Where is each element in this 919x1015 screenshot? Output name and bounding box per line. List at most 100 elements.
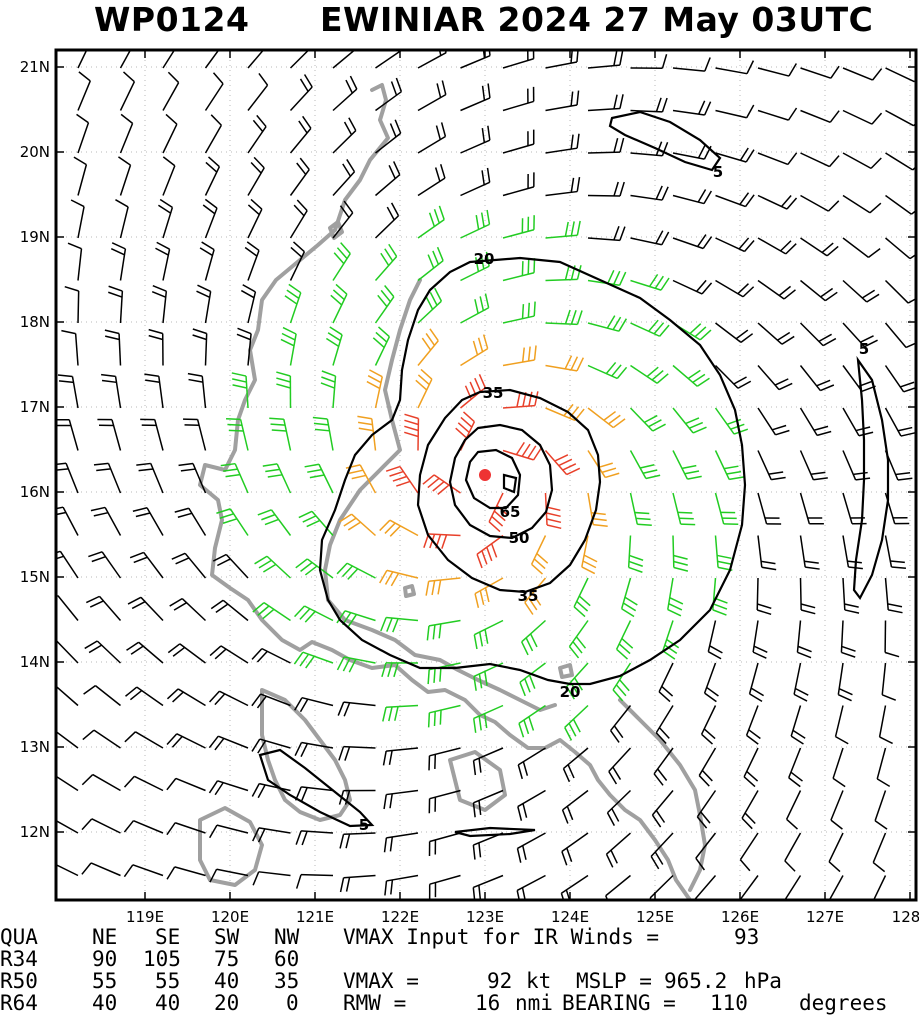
row-label-r34: R34 xyxy=(0,948,38,970)
contour-label-20: 20 xyxy=(560,683,581,701)
r50-ne: 55 xyxy=(92,970,117,992)
barb-feather xyxy=(523,304,524,319)
lon-label: 120E xyxy=(211,908,249,926)
barb-feather xyxy=(269,418,284,419)
row-label-r64: R64 xyxy=(0,992,38,1014)
r50-sw: 40 xyxy=(214,970,239,992)
barb-feather xyxy=(41,729,53,738)
barb-feather xyxy=(306,33,313,46)
barb-feather xyxy=(635,513,650,514)
lon-label: 122E xyxy=(381,908,419,926)
barb-staff xyxy=(301,875,333,876)
barb-feather xyxy=(679,518,694,519)
barb-feather xyxy=(534,302,535,317)
barb-feather xyxy=(428,670,429,685)
barb-staff xyxy=(757,578,758,610)
bearing-value: 110 xyxy=(710,992,748,1014)
barb-feather xyxy=(434,711,435,726)
r64-se: 40 xyxy=(155,992,180,1014)
mslp-label: MSLP = xyxy=(576,970,652,992)
header-sw: SW xyxy=(214,926,239,948)
contour-label-65: 65 xyxy=(500,503,521,521)
bearing-label: BEARING = xyxy=(562,992,676,1014)
barb-staff xyxy=(673,536,674,568)
barb-feather xyxy=(261,32,269,44)
mslp-unit: hPa xyxy=(744,970,782,992)
barb-feather xyxy=(872,904,883,914)
contour-label-5: 5 xyxy=(859,340,869,358)
lat-label: 16N xyxy=(20,483,50,501)
rmw-label: RMW = xyxy=(343,992,406,1014)
barb-feather xyxy=(43,640,56,647)
barb-feather xyxy=(40,861,50,872)
header-qua: QUA xyxy=(0,926,38,948)
storm-center-dot xyxy=(479,469,491,481)
lon-label: 128 xyxy=(892,908,919,926)
lat-label: 13N xyxy=(20,738,50,756)
contour-label-5: 5 xyxy=(713,163,723,181)
r50-se: 55 xyxy=(155,970,180,992)
header-nw: NW xyxy=(274,926,299,948)
barb-feather xyxy=(226,419,241,420)
rmw-unit: nmi xyxy=(515,992,553,1014)
lon-label: 123E xyxy=(466,908,504,926)
barb-staff xyxy=(588,152,620,153)
lat-label: 19N xyxy=(20,228,50,246)
lat-label: 15N xyxy=(20,568,50,586)
barb-staff xyxy=(78,291,79,323)
barb-feather xyxy=(397,36,402,50)
vmax-label: VMAX = xyxy=(343,970,419,992)
barb-feather xyxy=(440,710,441,725)
lat-label: 18N xyxy=(20,313,50,331)
lat-label: 21N xyxy=(20,58,50,76)
barb-feather xyxy=(434,668,435,683)
r64-sw: 20 xyxy=(214,992,239,1014)
lon-label: 126E xyxy=(721,908,759,926)
vmax-value: 92 xyxy=(487,970,512,992)
barb-feather xyxy=(528,303,529,318)
barb-feather xyxy=(429,713,430,728)
header-se: SE xyxy=(155,926,180,948)
r64-nw: 0 xyxy=(286,992,299,1014)
lon-label: 125E xyxy=(636,908,674,926)
barb-staff xyxy=(588,196,620,197)
barb-feather xyxy=(681,524,696,525)
header-ne: NE xyxy=(92,926,117,948)
wind-radii-table: QUA NE SE SW NW R34 90 105 75 60 R50 55 … xyxy=(0,926,919,1014)
barb-feather xyxy=(271,424,286,425)
rmw-value: 16 xyxy=(475,992,500,1014)
barb-feather xyxy=(227,425,242,426)
lon-label: 121E xyxy=(296,908,334,926)
bearing-unit: degrees xyxy=(799,992,888,1014)
lat-label: 17N xyxy=(20,398,50,416)
r34-se: 105 xyxy=(143,948,181,970)
vmax-ir-label: VMAX Input for IR Winds = xyxy=(343,926,659,948)
barb-staff xyxy=(801,578,802,610)
r64-ne: 40 xyxy=(92,992,117,1014)
r34-sw: 75 xyxy=(214,948,239,970)
contour-label-5: 5 xyxy=(359,816,369,834)
row-label-r50: R50 xyxy=(0,970,38,992)
barb-feather xyxy=(783,902,793,913)
lon-label: 124E xyxy=(551,908,589,926)
mslp-value: 965.2 xyxy=(664,970,727,992)
barb-feather xyxy=(440,667,441,682)
r50-nw: 35 xyxy=(274,970,299,992)
r34-nw: 60 xyxy=(274,948,299,970)
barb-feather xyxy=(352,34,358,47)
vmax-unit: kt xyxy=(526,970,551,992)
barb-feather xyxy=(170,30,180,41)
barb-feather xyxy=(126,30,136,40)
lat-label: 14N xyxy=(20,653,50,671)
barb-feather xyxy=(678,512,693,513)
lat-label: 20N xyxy=(20,143,50,161)
vmax-ir-value: 93 xyxy=(734,926,759,948)
contour-label-35: 35 xyxy=(483,384,504,402)
r34-ne: 90 xyxy=(92,948,117,970)
barb-feather xyxy=(695,900,703,912)
contour-label-20: 20 xyxy=(474,250,495,268)
barb-feather xyxy=(40,773,51,783)
lat-label: 12N xyxy=(20,823,50,841)
contour-label-35: 35 xyxy=(518,587,539,605)
